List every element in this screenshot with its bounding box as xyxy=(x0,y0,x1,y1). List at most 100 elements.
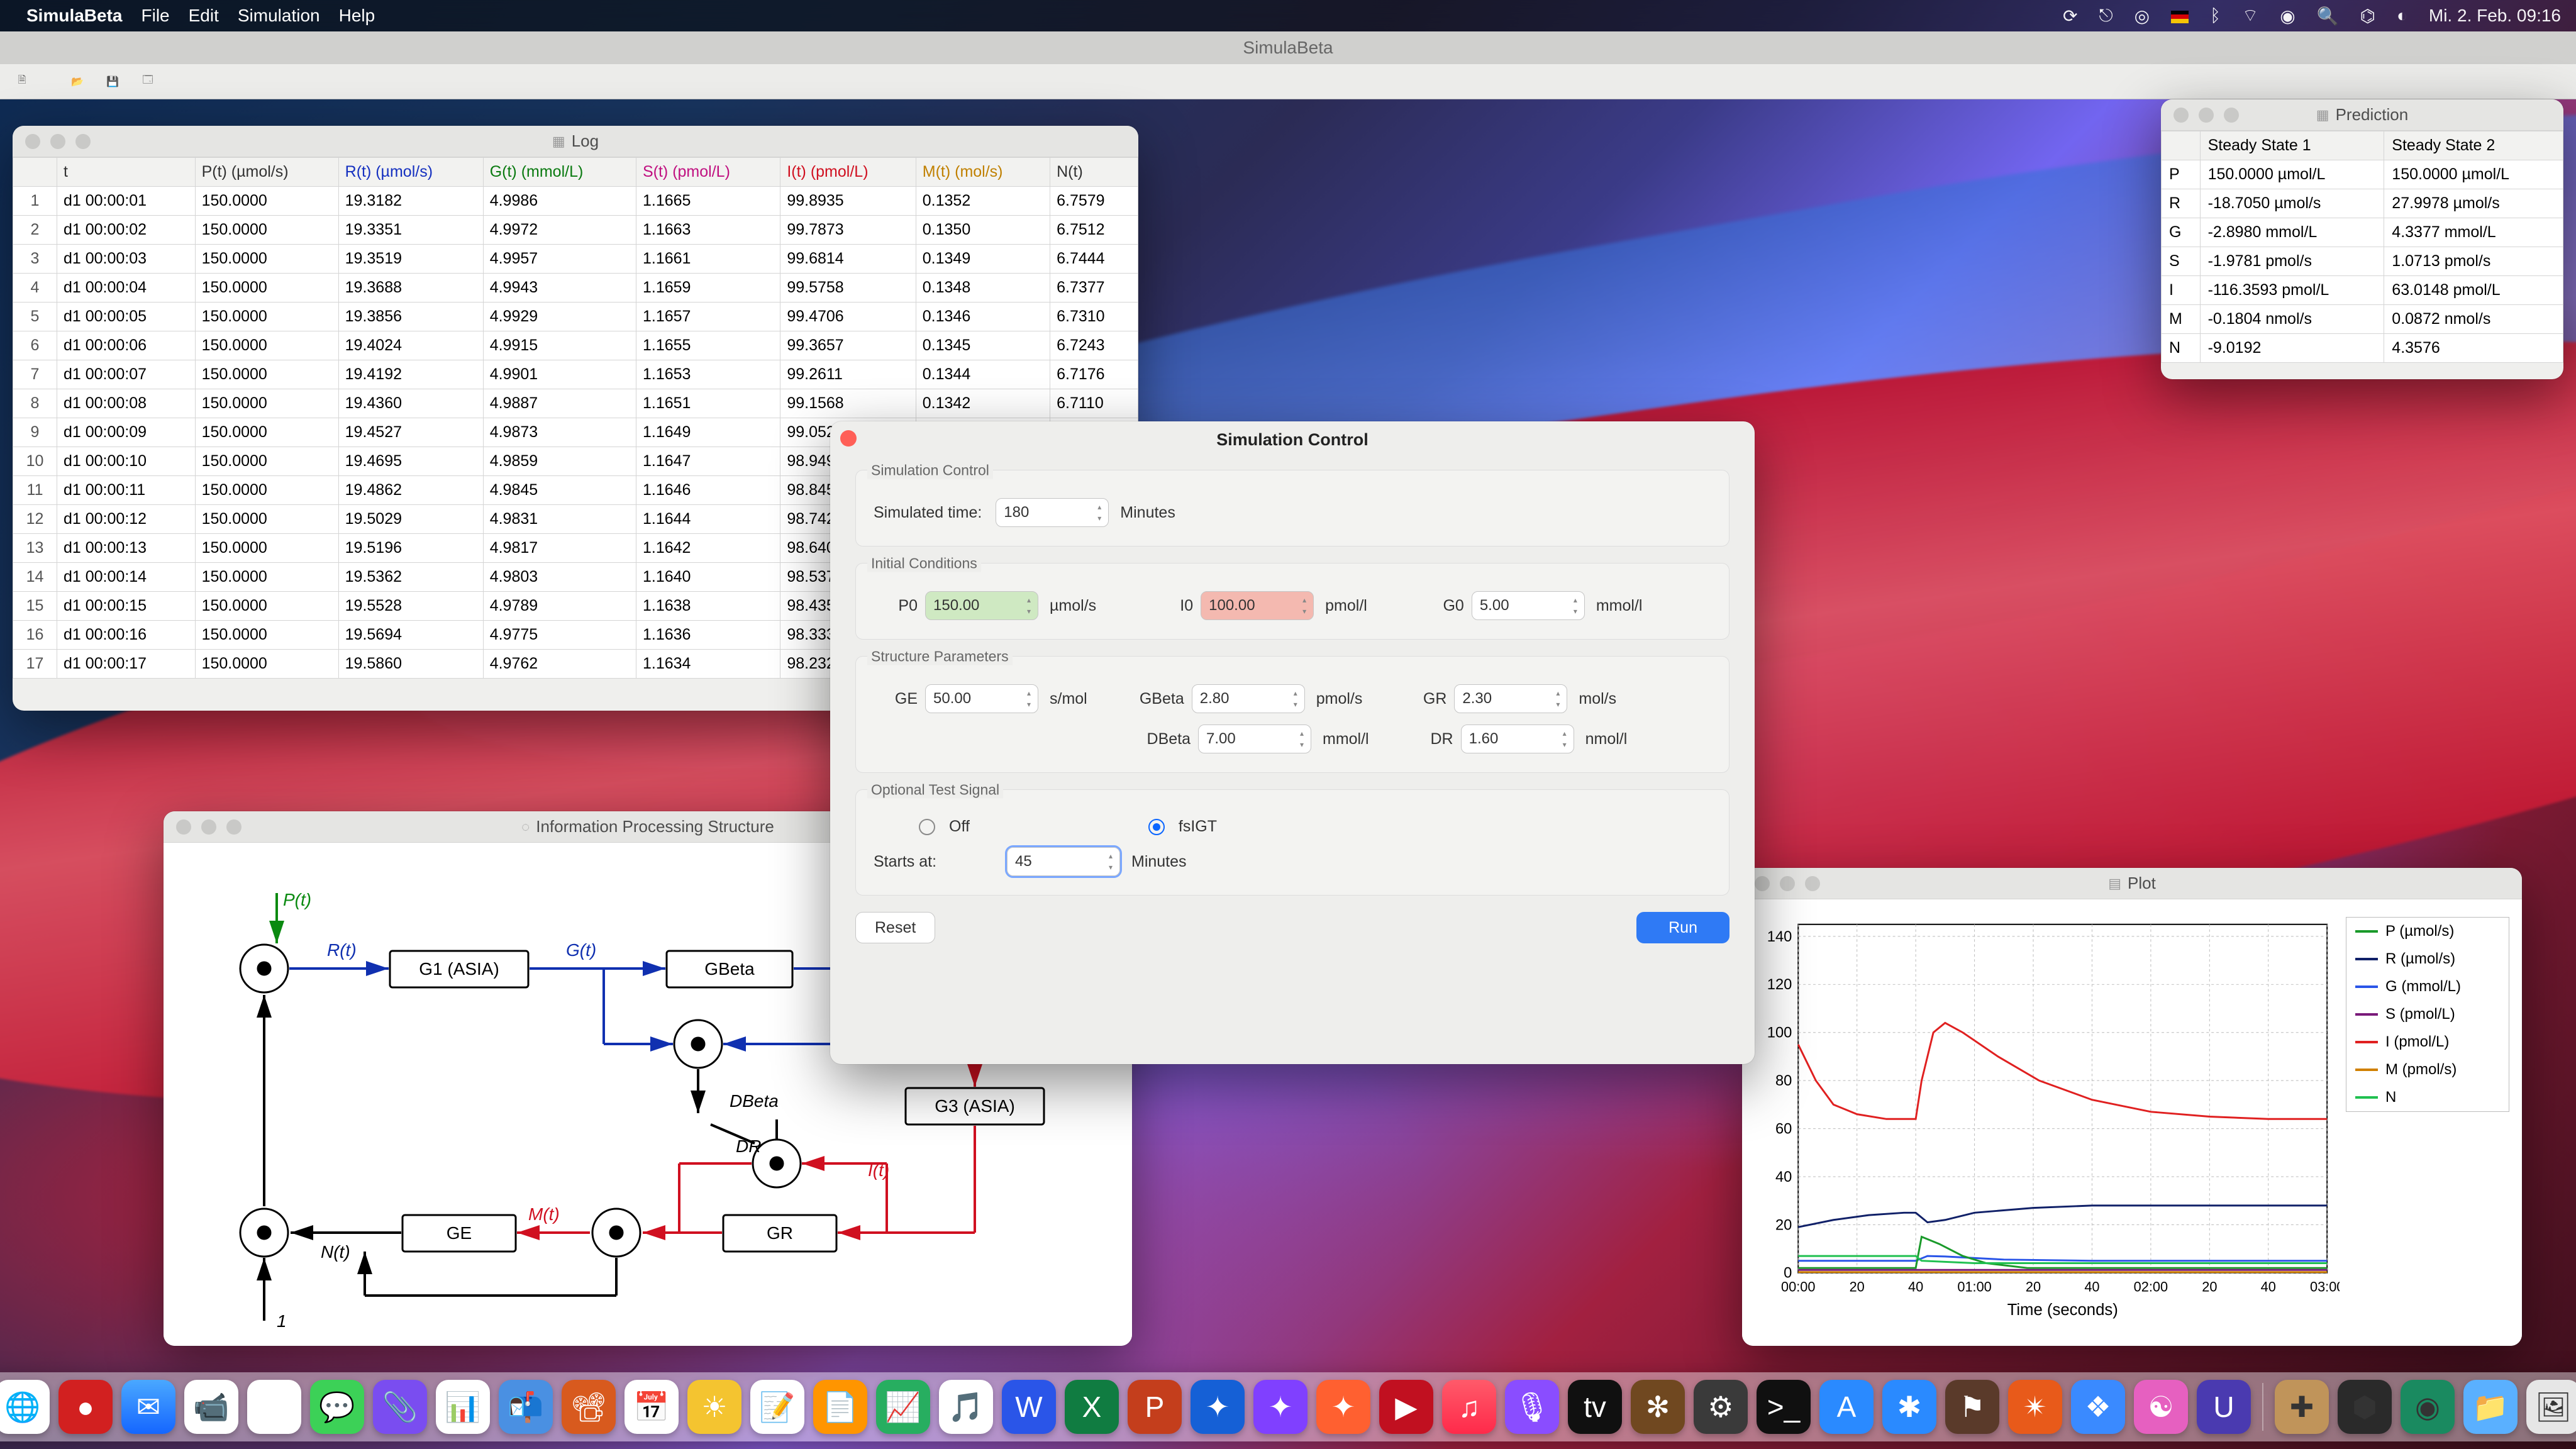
dock-app-icon[interactable]: W xyxy=(1002,1380,1056,1434)
menu-edit[interactable]: Edit xyxy=(189,6,219,25)
prediction-window: ▦Prediction Steady State 1Steady State 2… xyxy=(2161,99,2563,379)
status-icon[interactable]: ◎ xyxy=(2135,6,2150,26)
radio-off[interactable] xyxy=(919,819,935,835)
dock-app-icon[interactable]: X xyxy=(1065,1380,1119,1434)
window-title: Prediction xyxy=(2336,105,2409,125)
table-row: 3d1 00:00:03150.000019.35194.99571.16619… xyxy=(13,245,1138,274)
dock-app-icon[interactable]: ✚ xyxy=(2275,1380,2329,1434)
run-button[interactable]: Run xyxy=(1636,912,1729,943)
dock-app-icon[interactable]: ✦ xyxy=(1253,1380,1307,1434)
dr-input[interactable]: 1.60▴▾ xyxy=(1461,724,1574,753)
menu-file[interactable]: File xyxy=(142,6,170,25)
dock-app-icon[interactable]: >_ xyxy=(1757,1380,1811,1434)
dock-app-icon[interactable]: 💬 xyxy=(310,1380,364,1434)
toolbar-export-icon[interactable]: 🗔 xyxy=(137,71,158,92)
simulated-time-input[interactable]: 180▴▾ xyxy=(996,498,1109,527)
dock-app-icon[interactable]: 📅 xyxy=(625,1380,679,1434)
zoom-icon[interactable] xyxy=(75,134,91,149)
dock-app-icon[interactable]: ⬢ xyxy=(2338,1380,2392,1434)
dock-app-icon[interactable]: ❖ xyxy=(2071,1380,2125,1434)
reset-button[interactable]: Reset xyxy=(855,912,935,943)
dock-app-icon[interactable]: ◉ xyxy=(2401,1380,2455,1434)
zoom-icon[interactable] xyxy=(1805,876,1820,891)
minimize-icon[interactable] xyxy=(1780,876,1795,891)
radio-fsigt[interactable] xyxy=(1148,819,1165,835)
gr-input[interactable]: 2.30▴▾ xyxy=(1454,684,1567,713)
dock-app-icon[interactable]: U xyxy=(2197,1380,2251,1434)
toolbar-new-icon[interactable]: 🗎 xyxy=(11,71,33,92)
dock-app-icon[interactable]: A xyxy=(1819,1380,1874,1434)
dock-app-icon[interactable]: ● xyxy=(58,1380,113,1434)
control-center-icon[interactable]: ⌬ xyxy=(2360,6,2375,26)
dock-app-icon[interactable]: 📝 xyxy=(750,1380,804,1434)
close-icon[interactable] xyxy=(2174,108,2189,123)
close-icon[interactable] xyxy=(1755,876,1770,891)
dock-app-icon[interactable]: 📄 xyxy=(813,1380,867,1434)
dock-app-icon[interactable]: 📁 xyxy=(2463,1380,2518,1434)
dock-app-icon[interactable]: 📹 xyxy=(184,1380,238,1434)
p0-input[interactable]: 150.00▴▾ xyxy=(925,591,1038,620)
dock-app-icon[interactable]: ▶ xyxy=(1379,1380,1433,1434)
dock-app-icon[interactable]: 🎵 xyxy=(939,1380,993,1434)
svg-text:40: 40 xyxy=(1908,1279,1923,1295)
dock-app-icon[interactable]: ✦ xyxy=(1316,1380,1370,1434)
dock-app-icon[interactable]: tv xyxy=(1568,1380,1622,1434)
dock-app-icon[interactable]: ✱ xyxy=(1882,1380,1936,1434)
svg-text:20: 20 xyxy=(2202,1279,2217,1295)
starts-at-input[interactable]: 45▴▾ xyxy=(1007,847,1120,876)
dock-app-icon[interactable]: 🎙 xyxy=(1505,1380,1559,1434)
clock[interactable]: Mi. 2. Feb. 09:16 xyxy=(2429,6,2561,26)
dock-app-icon[interactable]: 📽 xyxy=(562,1380,616,1434)
g0-input[interactable]: 5.00▴▾ xyxy=(1472,591,1585,620)
group-test-signal: Optional Test Signal Off fsIGT Starts at… xyxy=(855,789,1729,896)
wifi-icon[interactable]: ⌔ xyxy=(2242,5,2258,27)
svg-text:Time (seconds): Time (seconds) xyxy=(2007,1301,2118,1319)
siri-icon[interactable]: ◐ xyxy=(2397,6,2407,26)
close-icon[interactable] xyxy=(25,134,40,149)
status-icon[interactable]: ⟳ xyxy=(2063,6,2077,26)
spotlight-icon[interactable]: 🔍 xyxy=(2317,6,2339,26)
dbeta-input[interactable]: 7.00▴▾ xyxy=(1198,724,1311,753)
dock-app-icon[interactable]: 🌐 xyxy=(0,1380,50,1434)
dock-app-icon[interactable]: 📈 xyxy=(876,1380,930,1434)
minimize-icon[interactable] xyxy=(2199,108,2214,123)
menu-simulation[interactable]: Simulation xyxy=(238,6,320,25)
unit-label: mmol/l xyxy=(1596,597,1643,615)
dock-app-icon[interactable]: ✴ xyxy=(2008,1380,2062,1434)
svg-text:120: 120 xyxy=(1767,977,1792,993)
dock-app-icon[interactable]: 📬 xyxy=(499,1380,553,1434)
ge-input[interactable]: 50.00▴▾ xyxy=(925,684,1038,713)
dock-app-icon[interactable]: 🖼 xyxy=(2526,1380,2576,1434)
close-icon[interactable] xyxy=(840,430,857,447)
gbeta-input[interactable]: 2.80▴▾ xyxy=(1192,684,1305,713)
dock-app-icon[interactable]: ⚙ xyxy=(1694,1380,1748,1434)
close-icon[interactable] xyxy=(176,819,191,835)
zoom-icon[interactable] xyxy=(2224,108,2239,123)
menu-help[interactable]: Help xyxy=(339,6,375,25)
zoom-icon[interactable] xyxy=(226,819,242,835)
dock-app-icon[interactable]: ✦ xyxy=(1191,1380,1245,1434)
user-icon[interactable]: ◉ xyxy=(2280,6,2295,26)
minimize-icon[interactable] xyxy=(50,134,65,149)
dock-app-icon[interactable]: ☯ xyxy=(2134,1380,2188,1434)
dock-app-icon[interactable]: P xyxy=(1128,1380,1182,1434)
dock-app-icon[interactable]: ✻ xyxy=(1631,1380,1685,1434)
dock-app-icon[interactable]: ✉︎ xyxy=(121,1380,175,1434)
minimize-icon[interactable] xyxy=(201,819,216,835)
window-title: Information Processing Structure xyxy=(536,817,774,836)
toolbar-open-icon[interactable]: 📂 xyxy=(67,71,88,92)
status-icon[interactable]: ⎋ xyxy=(2099,6,2112,26)
group-structure-parameters: Structure Parameters GE 50.00▴▾ s/mol GB… xyxy=(855,656,1729,773)
group-initial-conditions: Initial Conditions P0 150.00▴▾ µmol/s I0… xyxy=(855,563,1729,640)
toolbar-save-icon[interactable]: 💾 xyxy=(102,71,123,92)
i0-input[interactable]: 100.00▴▾ xyxy=(1201,591,1314,620)
dock-app-icon[interactable]: ☀︎ xyxy=(687,1380,741,1434)
flag-icon[interactable] xyxy=(2171,6,2189,26)
dock-app-icon[interactable]: ⚑ xyxy=(1945,1380,1999,1434)
dock-app-icon[interactable]: ♫ xyxy=(1442,1380,1496,1434)
dock-app-icon[interactable]: 📊 xyxy=(436,1380,490,1434)
bluetooth-icon[interactable]: ᛒ xyxy=(2210,6,2221,26)
dock-app-icon[interactable]: 📎 xyxy=(373,1380,427,1434)
dock-app-icon[interactable]: 🗓 xyxy=(247,1380,301,1434)
app-name[interactable]: SimulaBeta xyxy=(26,6,123,26)
